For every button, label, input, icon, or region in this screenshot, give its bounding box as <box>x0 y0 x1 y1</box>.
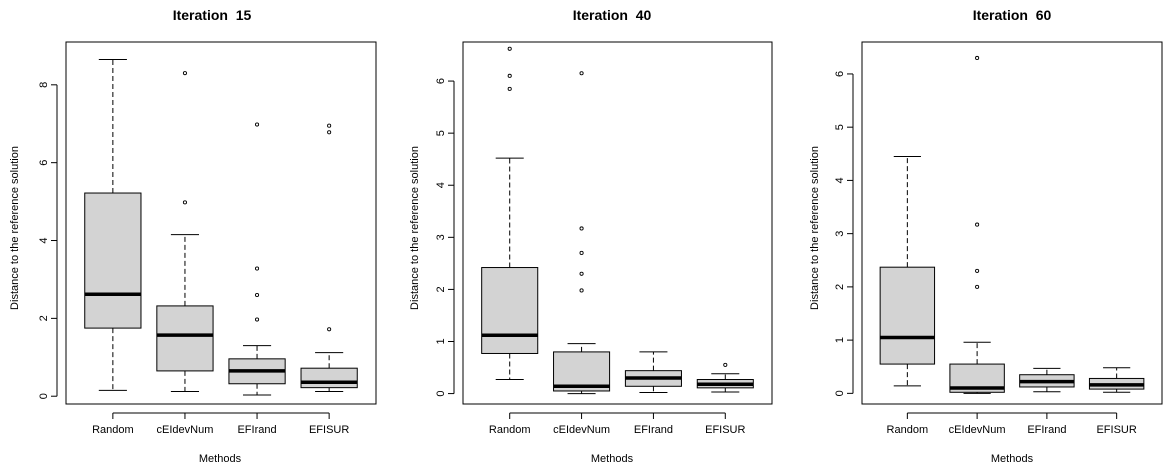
x-axis-label: Methods <box>591 453 634 465</box>
outlier-point <box>579 71 584 76</box>
y-tick-label: 2 <box>38 315 50 321</box>
x-axis-label: Methods <box>199 453 242 465</box>
y-tick-label: 5 <box>834 124 846 130</box>
y-tick-label: 1 <box>435 338 447 344</box>
outlier-point <box>975 284 980 289</box>
outlier-point <box>723 362 728 367</box>
outlier-point <box>254 317 260 322</box>
plot-frame <box>65 41 377 405</box>
y-axis-label: Distance to the reference solution <box>809 146 821 310</box>
outlier-point <box>579 226 584 231</box>
box-iqr <box>84 192 142 329</box>
x-tick-label: EFISUR <box>1096 424 1136 436</box>
y-tick-label: 6 <box>834 71 846 77</box>
y-axis-label: Distance to the reference solution <box>9 146 21 310</box>
y-tick-label: 3 <box>834 231 846 237</box>
x-tick-label: Random <box>92 424 134 436</box>
outlier-point <box>507 73 512 78</box>
x-tick-label: Random <box>489 424 531 436</box>
x-tick-label: EFISUR <box>705 424 745 436</box>
outlier-point <box>975 222 980 227</box>
y-tick-label: 2 <box>435 286 447 292</box>
y-tick-label: 4 <box>435 182 447 188</box>
x-tick-label: cEIdevNum <box>553 424 610 436</box>
y-tick-label: 5 <box>435 130 447 136</box>
outlier-point <box>182 71 188 76</box>
y-tick-label: 0 <box>38 393 50 399</box>
x-tick-label: cEIdevNum <box>949 424 1006 436</box>
outlier-point <box>579 250 584 255</box>
y-tick-label: 6 <box>38 160 50 166</box>
x-tick-label: cEIdevNum <box>157 424 214 436</box>
outlier-point <box>327 327 332 332</box>
y-tick-label: 0 <box>834 390 846 396</box>
y-tick-label: 8 <box>38 82 50 88</box>
plot-frame <box>462 41 773 405</box>
outlier-point <box>254 122 260 127</box>
outlier-point <box>579 288 584 293</box>
x-tick-label: EFISUR <box>309 424 349 436</box>
panel-title: Iteration 60 <box>973 7 1052 23</box>
y-tick-label: 6 <box>435 78 447 84</box>
y-tick-label: 1 <box>834 337 846 343</box>
outlier-point <box>327 123 332 128</box>
y-tick-label: 0 <box>435 391 447 397</box>
outlier-point <box>254 292 260 298</box>
y-tick-label: 3 <box>435 234 447 240</box>
panel-iteration-40: Iteration 40 Methods Distance to the ref… <box>409 7 773 465</box>
box-iqr <box>156 305 214 372</box>
outlier-point <box>507 46 512 51</box>
box-iqr <box>879 266 936 365</box>
panel-title: Iteration 15 <box>173 7 252 23</box>
x-axis-label: Methods <box>991 453 1034 465</box>
outlier-point <box>327 130 332 135</box>
outlier-point <box>182 200 188 205</box>
box-iqr <box>300 367 358 389</box>
plot-frame <box>861 41 1163 405</box>
box-iqr <box>481 267 539 354</box>
x-tick-label: EFIrand <box>1027 424 1066 436</box>
outlier-point <box>975 268 980 273</box>
y-axis-label: Distance to the reference solution <box>409 146 421 310</box>
outlier-point <box>507 86 512 91</box>
outlier-point <box>975 55 980 61</box>
x-tick-label: EFIrand <box>237 424 276 436</box>
y-tick-label: 2 <box>834 284 846 290</box>
panel-iteration-60: Iteration 60 Methods Distance to the ref… <box>809 7 1163 465</box>
panel-iteration-15: Iteration 15 Methods Distance to the ref… <box>9 7 377 465</box>
y-tick-label: 4 <box>38 237 50 243</box>
panel-title: Iteration 40 <box>573 7 652 23</box>
y-tick-label: 4 <box>834 177 846 183</box>
box-iqr <box>553 351 611 392</box>
x-tick-label: EFIrand <box>634 424 673 436</box>
outlier-point <box>254 266 260 271</box>
outlier-point <box>579 271 584 276</box>
x-tick-label: Random <box>887 424 929 436</box>
